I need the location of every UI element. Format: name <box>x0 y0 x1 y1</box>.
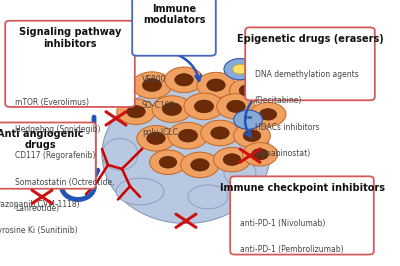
Ellipse shape <box>116 178 164 205</box>
Text: HDACs inhibitors: HDACs inhibitors <box>255 123 320 132</box>
Ellipse shape <box>102 85 270 223</box>
Text: DNA demethylation agents: DNA demethylation agents <box>255 70 358 79</box>
Text: Immune
modulators: Immune modulators <box>143 4 205 26</box>
Circle shape <box>165 67 203 93</box>
Text: Signaling pathway
inhibitors: Signaling pathway inhibitors <box>19 27 121 49</box>
Text: (Decitabine): (Decitabine) <box>255 97 302 105</box>
Circle shape <box>147 132 165 144</box>
Circle shape <box>191 159 209 171</box>
Circle shape <box>207 79 225 91</box>
Text: mTOR (Everolimus): mTOR (Everolimus) <box>15 98 89 107</box>
Circle shape <box>259 109 277 120</box>
Circle shape <box>159 156 177 168</box>
Circle shape <box>234 110 262 129</box>
Circle shape <box>214 147 250 172</box>
Circle shape <box>142 79 162 92</box>
Text: VE800: VE800 <box>142 75 166 84</box>
Text: CD8: CD8 <box>236 65 244 70</box>
Circle shape <box>239 85 257 96</box>
Text: CD8: CD8 <box>244 116 252 120</box>
Circle shape <box>175 74 193 86</box>
Circle shape <box>132 72 172 98</box>
Text: CD8: CD8 <box>268 84 276 88</box>
Circle shape <box>184 93 224 120</box>
Circle shape <box>194 100 214 113</box>
Circle shape <box>233 64 247 74</box>
Text: Tyrosine Ki (Sunitinib): Tyrosine Ki (Sunitinib) <box>0 226 78 235</box>
Text: Somatostatin (Octreotide,: Somatostatin (Octreotide, <box>15 177 114 186</box>
Circle shape <box>242 143 278 166</box>
Text: Anti angiogenic
drugs: Anti angiogenic drugs <box>0 129 83 151</box>
Circle shape <box>201 120 239 146</box>
Text: Hedgehog (Sonidegib): Hedgehog (Sonidegib) <box>15 125 100 134</box>
Text: (Panabinostat): (Panabinostat) <box>255 149 311 158</box>
Circle shape <box>257 78 287 98</box>
Text: (Pazopanib,CVM-1118): (Pazopanib,CVM-1118) <box>0 200 80 209</box>
Text: CD117 (Regorafenib): CD117 (Regorafenib) <box>15 151 95 160</box>
Circle shape <box>234 123 270 148</box>
Text: Immune checkpoint inhibitors: Immune checkpoint inhibitors <box>220 183 384 193</box>
Circle shape <box>127 106 145 118</box>
Circle shape <box>217 94 255 119</box>
Text: SO-C101: SO-C101 <box>142 101 175 110</box>
Ellipse shape <box>102 138 138 170</box>
Circle shape <box>162 103 182 115</box>
Text: anti-PD-1 (Nivolumab): anti-PD-1 (Nivolumab) <box>240 219 325 228</box>
Ellipse shape <box>224 160 256 186</box>
Circle shape <box>227 100 245 113</box>
Circle shape <box>168 122 208 149</box>
Circle shape <box>252 149 268 160</box>
FancyBboxPatch shape <box>132 0 216 56</box>
FancyBboxPatch shape <box>230 176 374 255</box>
Circle shape <box>152 96 192 122</box>
Circle shape <box>150 150 186 174</box>
Circle shape <box>224 59 256 80</box>
Ellipse shape <box>188 185 228 209</box>
Circle shape <box>181 152 219 178</box>
FancyBboxPatch shape <box>245 27 375 100</box>
Text: anti-PD-1 (Pembrolizumab): anti-PD-1 (Pembrolizumab) <box>240 246 344 254</box>
Circle shape <box>230 78 266 103</box>
Circle shape <box>211 127 229 139</box>
Text: Epigenetic drugs (erasers): Epigenetic drugs (erasers) <box>237 34 383 44</box>
FancyBboxPatch shape <box>5 21 135 107</box>
Circle shape <box>117 99 155 124</box>
FancyBboxPatch shape <box>0 122 96 189</box>
Circle shape <box>178 129 198 142</box>
Text: poly-ICLC: poly-ICLC <box>142 128 178 137</box>
Circle shape <box>223 154 241 165</box>
Circle shape <box>250 102 286 126</box>
Text: Lanreotide): Lanreotide) <box>15 204 59 213</box>
Circle shape <box>243 130 261 142</box>
Circle shape <box>197 72 235 98</box>
Circle shape <box>137 126 175 151</box>
